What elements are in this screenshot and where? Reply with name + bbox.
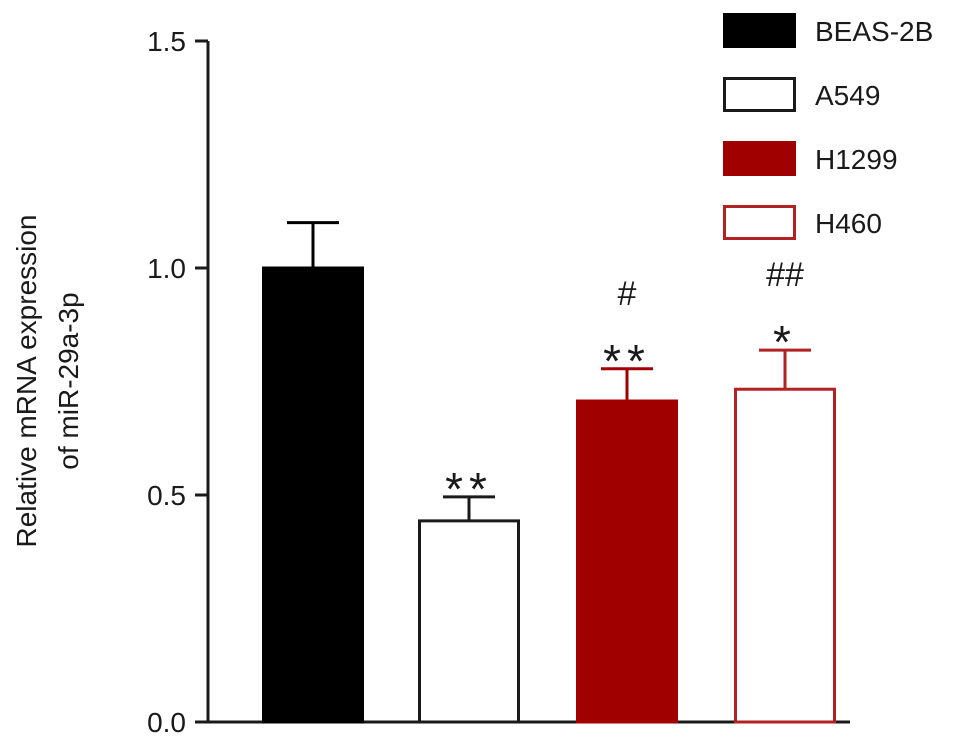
legend-item-h460: H460 — [723, 205, 882, 240]
y-axis-title: Relative mRNA expression of miR-29a-3p — [11, 214, 84, 547]
bar — [734, 387, 836, 724]
legend-swatch — [723, 141, 796, 176]
legend-item-a549: A549 — [723, 77, 880, 112]
legend-label: A549 — [815, 80, 880, 111]
bars: ** # ** ## * — [262, 221, 836, 724]
y-axis-title-line: Relative mRNA expression — [11, 214, 42, 547]
legend-swatch — [723, 77, 796, 112]
significance-annotation: ** — [445, 463, 493, 515]
y-axis-title-line: of miR-29a-3p — [53, 292, 84, 469]
legend-item-h1299: H1299 — [723, 141, 898, 176]
significance-annotation: ** — [603, 335, 651, 387]
bar — [262, 266, 364, 724]
legend-label: H1299 — [815, 144, 898, 175]
y-axis-label: Relative mRNA expression of miR-29a-3p — [11, 214, 84, 547]
y-tick-label: 0.0 — [147, 707, 186, 738]
bar — [418, 519, 520, 724]
significance-annotation: ## — [766, 256, 804, 294]
bar-group-h1299: # ** — [576, 275, 678, 724]
y-tick-label: 1.0 — [147, 253, 186, 284]
legend-swatch — [723, 205, 796, 240]
bar — [576, 399, 678, 724]
y-tick-label: 1.5 — [147, 26, 186, 57]
significance-annotation: * — [773, 316, 797, 368]
legend-label: BEAS-2B — [815, 16, 933, 47]
legend: BEAS-2B A549 H1299 H460 — [723, 13, 933, 240]
bar-group-a549: ** — [418, 463, 520, 724]
legend-label: H460 — [815, 208, 882, 239]
legend-item-beas-2b: BEAS-2B — [723, 13, 933, 48]
y-tick-label: 0.5 — [147, 480, 186, 511]
legend-swatch — [723, 13, 796, 48]
significance-annotation: # — [618, 275, 637, 313]
bar-group-h460: ## * — [734, 256, 836, 724]
bar-group-beas-2b — [262, 221, 364, 724]
